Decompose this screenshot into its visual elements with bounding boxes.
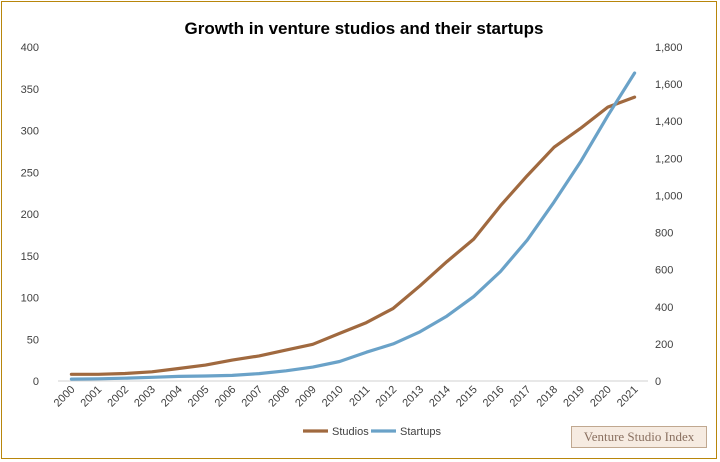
x-tick-label: 2002 [105,384,131,410]
x-tick-label: 2003 [132,384,158,410]
right-tick-label: 600 [655,265,673,277]
left-tick-label: 400 [21,42,39,54]
left-tick-label: 300 [21,126,39,138]
x-tick-label: 2019 [561,384,587,410]
x-tick-label: 2010 [320,384,346,410]
x-tick-label: 2017 [508,384,534,410]
left-tick-label: 200 [21,209,39,221]
x-tick-label: 2004 [159,384,185,410]
x-tick-label: 2001 [79,384,105,410]
x-tick-label: 2005 [186,384,212,410]
right-tick-label: 1,800 [655,42,683,54]
x-tick-label: 2011 [347,384,372,409]
right-tick-label: 1,000 [655,190,683,202]
x-tick-label: 2014 [427,384,453,410]
x-tick-label: 2007 [239,384,265,410]
left-tick-label: 250 [21,167,39,179]
x-tick-label: 2000 [52,384,78,410]
x-tick-label: 2016 [481,384,507,410]
x-tick-label: 2020 [588,384,614,410]
x-tick-label: 2008 [266,384,292,410]
series-lines [69,71,637,381]
right-tick-label: 400 [655,302,673,314]
watermark-label: Venture Studio Index [571,426,707,448]
legend-label-startups: Startups [400,426,441,438]
right-axis-ticks: 0 200 400 600 800 1,000 1,200 1,400 1,600 1,800 [655,42,683,388]
series-line-startups [69,71,637,381]
x-tick-label: 2012 [374,384,400,410]
right-tick-label: 1,400 [655,116,683,128]
right-tick-label: 1,200 [655,153,683,165]
right-tick-label: 0 [655,376,661,388]
right-tick-label: 200 [655,339,673,351]
left-tick-label: 0 [33,376,39,388]
left-axis-ticks: 0 50 100 150 200 250 300 350 400 [21,42,39,388]
chart-title: Growth in venture studios and their star… [185,19,544,38]
series-line-studios [69,95,637,376]
left-tick-label: 350 [21,84,39,96]
left-tick-label: 150 [21,251,39,263]
x-tick-label: 2021 [615,384,641,410]
right-tick-label: 800 [655,228,673,240]
left-tick-label: 50 [27,334,39,346]
x-tick-label: 2013 [400,384,426,410]
left-tick-label: 100 [21,293,39,305]
x-axis-ticks: 2000 2001 2002 2003 2004 2005 2006 2007 2008 2009… [52,384,641,410]
right-tick-label: 1,600 [655,79,683,91]
legend-label-studios: Studios [332,426,369,438]
x-tick-label: 2018 [534,384,560,410]
legend: Studios Startups [303,426,441,438]
x-tick-label: 2006 [213,384,239,410]
x-tick-label: 2015 [454,384,480,410]
x-tick-label: 2009 [293,384,319,410]
